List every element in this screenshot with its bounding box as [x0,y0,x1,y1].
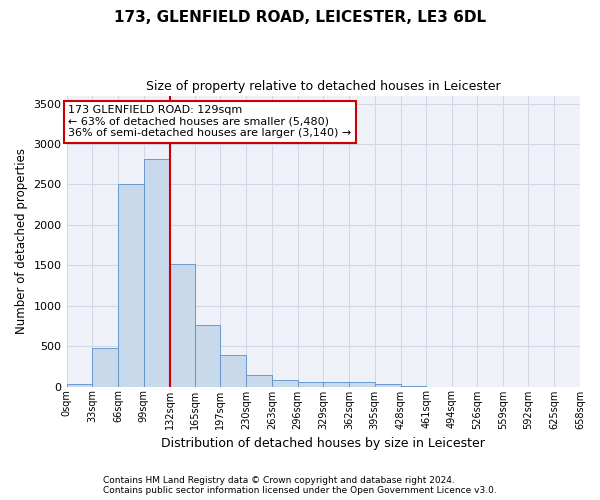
Title: Size of property relative to detached houses in Leicester: Size of property relative to detached ho… [146,80,500,93]
Text: 173 GLENFIELD ROAD: 129sqm
← 63% of detached houses are smaller (5,480)
36% of s: 173 GLENFIELD ROAD: 129sqm ← 63% of deta… [68,106,352,138]
Text: Contains HM Land Registry data © Crown copyright and database right 2024.
Contai: Contains HM Land Registry data © Crown c… [103,476,497,495]
Bar [67,384,92,386]
Bar [246,375,272,386]
Bar [272,380,298,386]
Bar [349,382,375,386]
Bar [375,384,401,386]
Bar [118,184,144,386]
Bar [298,382,323,386]
Bar [170,264,195,386]
Bar [92,348,118,387]
Bar [144,158,170,386]
Y-axis label: Number of detached properties: Number of detached properties [15,148,28,334]
X-axis label: Distribution of detached houses by size in Leicester: Distribution of detached houses by size … [161,437,485,450]
Bar [195,326,220,386]
Bar [323,382,349,386]
Bar [220,356,246,386]
Text: 173, GLENFIELD ROAD, LEICESTER, LE3 6DL: 173, GLENFIELD ROAD, LEICESTER, LE3 6DL [114,10,486,25]
